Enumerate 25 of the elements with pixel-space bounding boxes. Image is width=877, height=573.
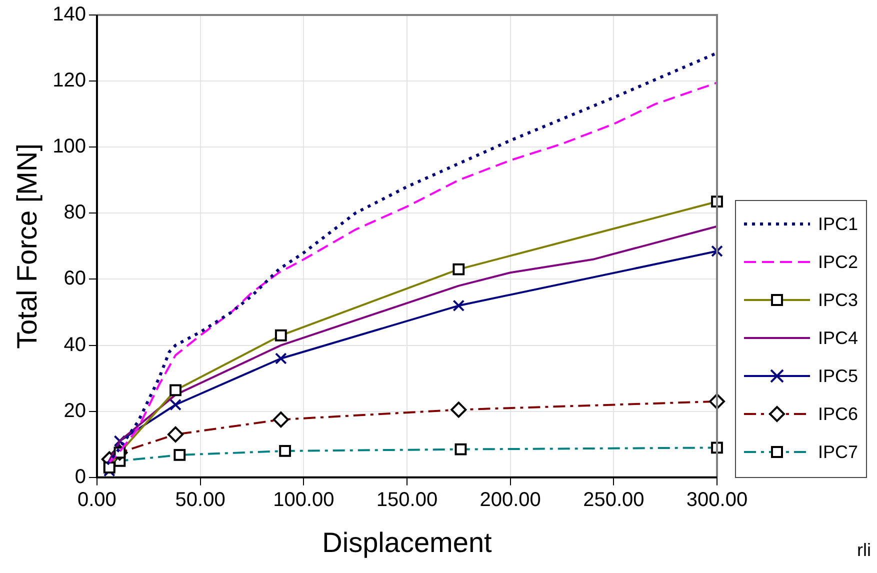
- text: rli: [857, 540, 871, 561]
- legend-label: IPC2: [818, 252, 858, 272]
- x-tick-label: 150.00: [376, 488, 438, 511]
- y-tick-label: 20: [64, 400, 86, 422]
- y-axis-title: Total Force [MN]: [12, 144, 43, 349]
- legend-label: IPC6: [818, 404, 858, 424]
- y-tick-label: 120: [52, 70, 86, 92]
- x-tick-label: 200.00: [480, 488, 541, 511]
- x-tick-label: 300.00: [686, 488, 748, 511]
- x-tick-label: 0.00: [78, 488, 116, 511]
- legend-label: IPC5: [818, 366, 858, 386]
- x-tick-label: 100.00: [273, 488, 334, 511]
- y-tick-label: 0: [74, 466, 86, 488]
- y-tick-label: 60: [64, 268, 86, 290]
- y-tick-label: 80: [64, 202, 86, 224]
- legend-label: IPC3: [818, 290, 858, 310]
- y-tick-label: 140: [52, 4, 86, 26]
- x-axis-title: Displacement: [322, 526, 492, 558]
- x-tick-label: 50.00: [175, 488, 226, 511]
- legend-label: IPC7: [818, 442, 858, 462]
- y-tick-label: 100: [52, 136, 86, 158]
- legend-label: IPC4: [818, 328, 858, 348]
- legend-label: IPC1: [818, 214, 858, 234]
- x-tick-label: 250.00: [583, 488, 644, 511]
- y-tick-label: 40: [64, 334, 86, 356]
